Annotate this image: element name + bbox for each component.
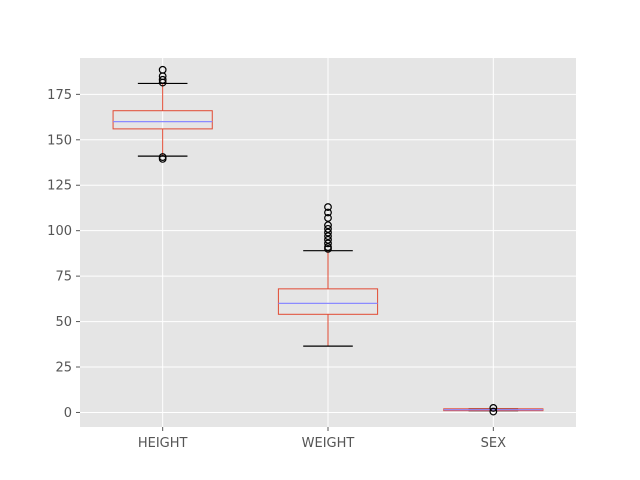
x-tick-label: HEIGHT (138, 436, 188, 451)
x-tick-label: SEX (481, 436, 506, 451)
box-series (112, 65, 544, 416)
outlier-point (324, 235, 332, 244)
y-tick-label: 25 (55, 361, 72, 376)
outlier-point (489, 404, 498, 412)
outlier-point (324, 228, 332, 237)
x-tick-label: WEIGHT (302, 436, 355, 451)
outlier-point (158, 153, 167, 161)
y-tick-label: 50 (55, 315, 72, 330)
y-tick-label: 100 (47, 224, 72, 239)
box-height (112, 65, 213, 163)
outlier-point (489, 407, 498, 416)
outlier-point (324, 214, 332, 222)
outlier-point (158, 65, 167, 74)
iqr-box (112, 110, 213, 130)
y-tick-label: 150 (47, 133, 72, 148)
outlier-point (158, 75, 167, 84)
y-axis-ticks: 0 25 50 75 100 125 150 175 (47, 88, 80, 421)
outlier-point (324, 203, 332, 211)
x-axis-ticks: HEIGHT WEIGHT SEX (138, 427, 506, 451)
outlier-point (324, 208, 332, 217)
outlier-point (324, 243, 332, 251)
box-weight (277, 203, 379, 347)
y-tick-label: 175 (47, 88, 72, 103)
outlier-point (324, 221, 332, 230)
outlier-point (324, 232, 332, 241)
box-sex (443, 404, 544, 416)
outlier-point (324, 224, 332, 233)
iqr-box (277, 288, 379, 315)
y-tick-label: 125 (47, 179, 72, 194)
y-tick-label: 0 (64, 406, 72, 421)
outlier-point (324, 239, 332, 248)
y-tick-label: 75 (55, 270, 72, 285)
